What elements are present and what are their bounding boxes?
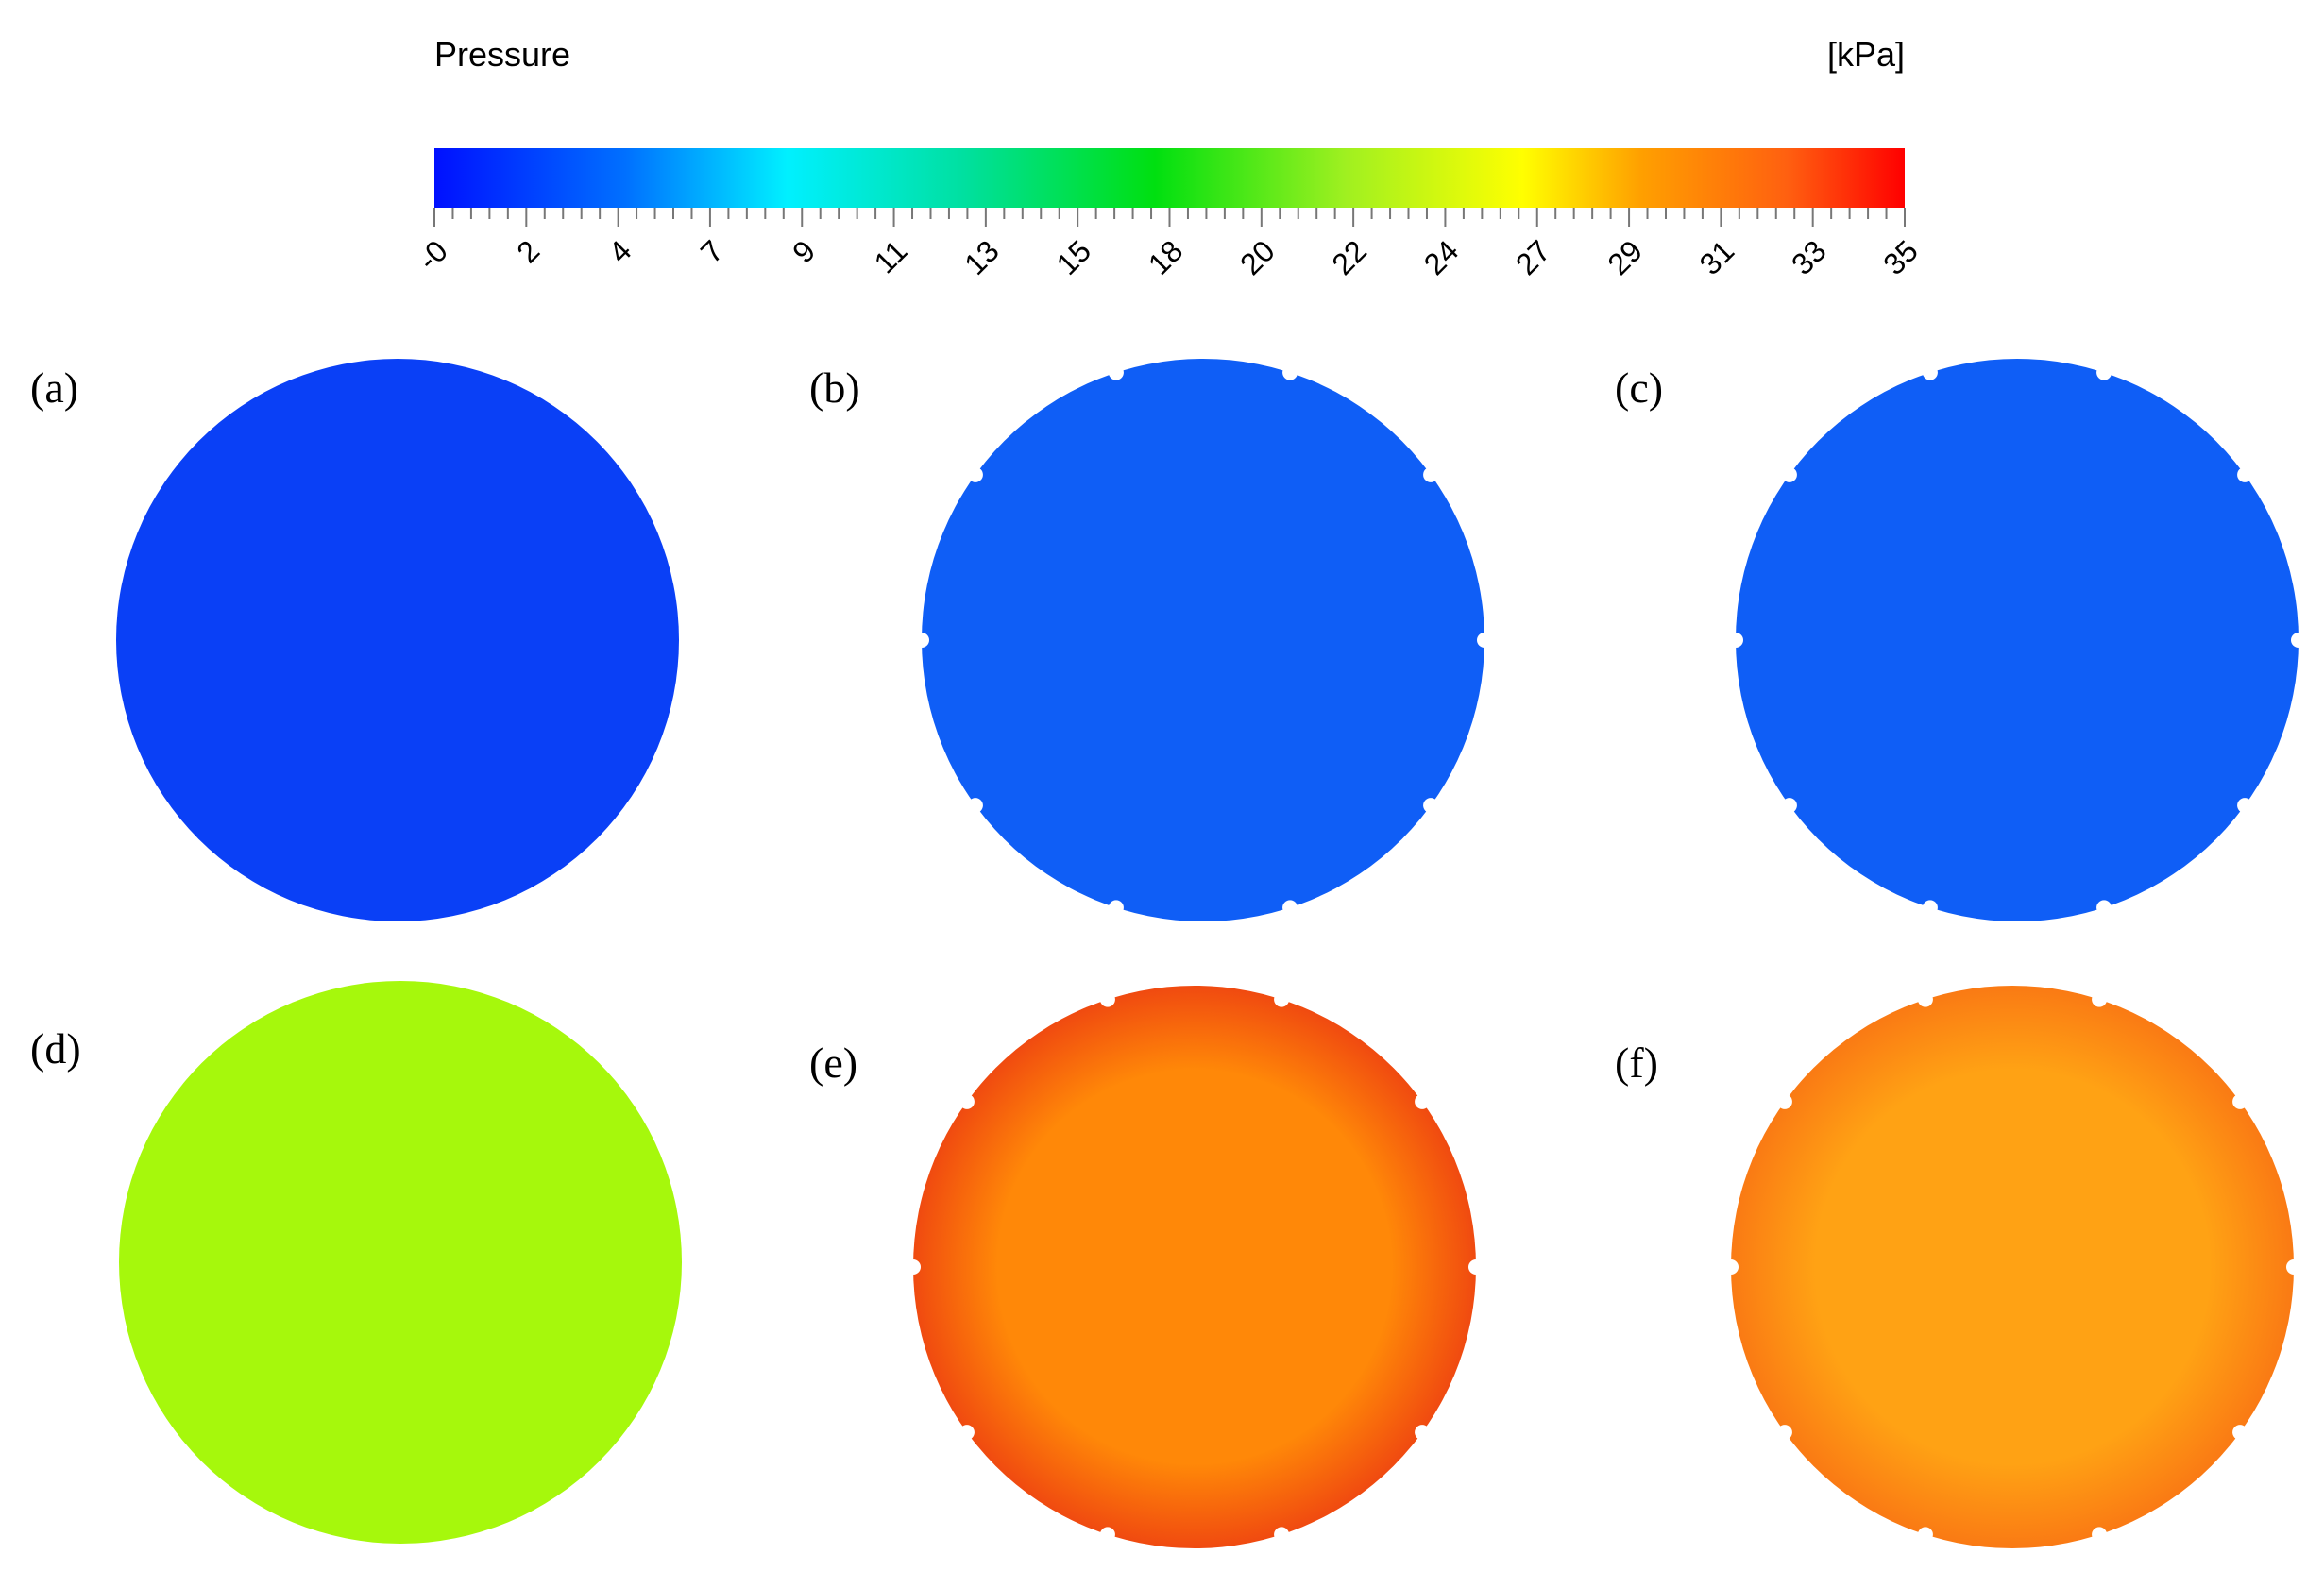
tick-label: -0 <box>411 233 454 277</box>
notch <box>1781 466 1797 482</box>
notch <box>2092 991 2108 1007</box>
tick-label: 2 <box>510 233 546 269</box>
notch <box>2237 798 2253 814</box>
notch <box>1922 364 1938 380</box>
notch <box>1728 633 1743 648</box>
tick-label: 13 <box>958 233 1006 281</box>
tick-label: 18 <box>1142 233 1190 281</box>
notch <box>1274 991 1290 1007</box>
notch <box>1468 1259 1484 1275</box>
notch <box>1274 1527 1290 1543</box>
colorbar <box>434 148 1905 208</box>
pressure-contour <box>913 986 1476 1548</box>
notch <box>1282 364 1298 380</box>
notch <box>1099 991 1115 1007</box>
tick-label: 29 <box>1601 233 1649 281</box>
notch <box>1108 364 1124 380</box>
notch <box>1108 900 1124 916</box>
tick-label: 7 <box>694 233 730 269</box>
notch <box>1922 900 1938 916</box>
notch <box>1099 1527 1115 1543</box>
notch <box>2096 900 2112 916</box>
notch <box>2232 1425 2248 1441</box>
notch <box>1415 1093 1431 1109</box>
notch <box>914 633 929 648</box>
notch <box>906 1259 921 1275</box>
pressure-contour <box>922 359 1484 921</box>
notch <box>1781 798 1797 814</box>
tick-label: 15 <box>1049 233 1097 281</box>
tick-label: 27 <box>1509 233 1557 281</box>
notch <box>1917 1527 1933 1543</box>
notch <box>1415 1425 1431 1441</box>
tick-label: 33 <box>1785 233 1833 281</box>
tick-label: 4 <box>602 233 638 269</box>
notch <box>1282 900 1298 916</box>
notch <box>1423 798 1439 814</box>
notch <box>1477 633 1492 648</box>
panel-label: (b) <box>809 363 860 412</box>
notch <box>958 1425 975 1441</box>
notch <box>967 798 983 814</box>
panel-label: (c) <box>1615 363 1663 412</box>
notch <box>2291 633 2306 648</box>
notch <box>2092 1527 2108 1543</box>
notch <box>2286 1259 2301 1275</box>
pressure-contour <box>1736 359 2299 921</box>
notch <box>1917 991 1933 1007</box>
notch <box>2232 1093 2248 1109</box>
tick-label: 22 <box>1325 233 1373 281</box>
notch <box>1723 1259 1739 1275</box>
tick-label: 20 <box>1233 233 1281 281</box>
panel-label: (e) <box>809 1039 857 1087</box>
notch <box>1423 466 1439 482</box>
notch <box>967 466 983 482</box>
tick-label: 9 <box>786 233 822 269</box>
tick-label: 35 <box>1876 233 1925 281</box>
notch <box>2096 364 2112 380</box>
colorbar-title: Pressure <box>434 35 570 74</box>
pressure-contour <box>119 981 682 1544</box>
panel-label: (f) <box>1615 1039 1658 1087</box>
pressure-contour <box>116 359 679 921</box>
tick-label: 31 <box>1693 233 1741 281</box>
pressure-contour <box>1731 986 2294 1548</box>
notch <box>958 1093 975 1109</box>
notch <box>2237 466 2253 482</box>
panel-label: (d) <box>30 1024 81 1073</box>
panel-label: (a) <box>30 363 78 412</box>
notch <box>1776 1093 1792 1109</box>
tick-label: 24 <box>1417 233 1466 281</box>
notch <box>1776 1425 1792 1441</box>
colorbar-unit: [kPa] <box>1827 35 1905 74</box>
tick-label: 11 <box>868 233 914 279</box>
